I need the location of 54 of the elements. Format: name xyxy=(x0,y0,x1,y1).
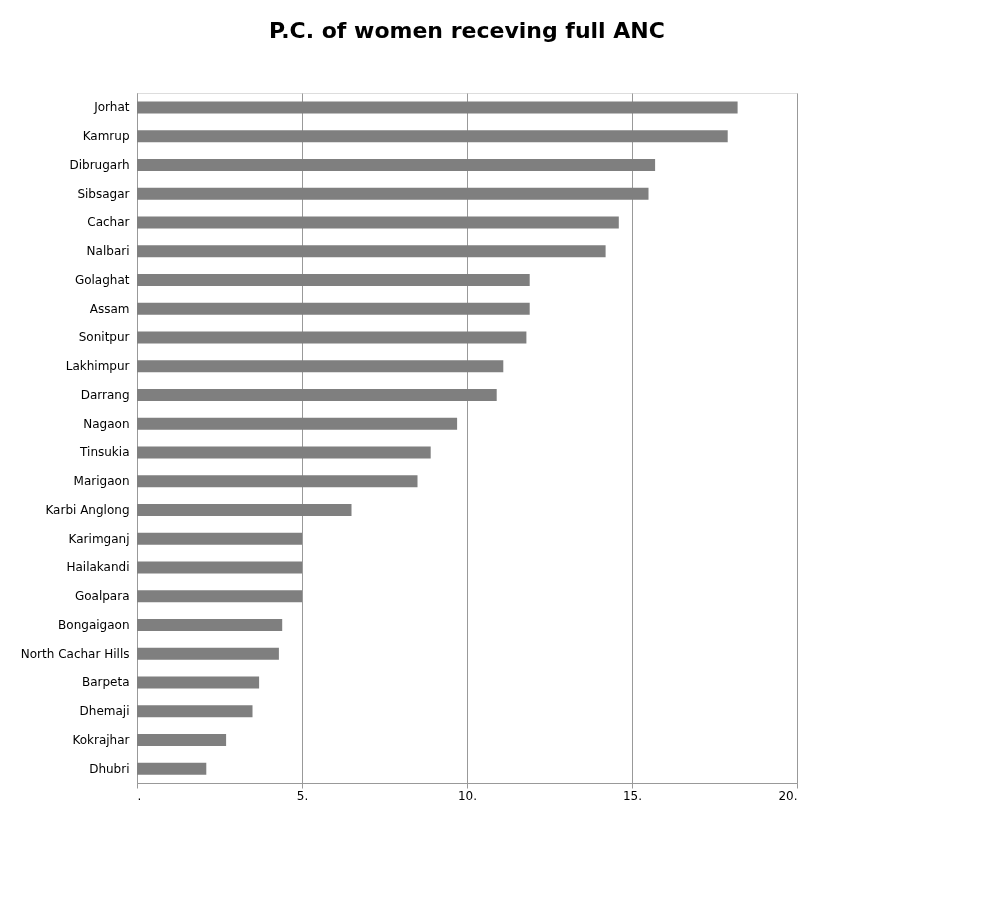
y-tick-label: Barpeta xyxy=(81,675,130,690)
y-tick-label: North Cachar Hills xyxy=(20,646,130,661)
bar xyxy=(137,446,431,459)
bar xyxy=(137,590,302,603)
bar xyxy=(137,503,352,516)
bar xyxy=(137,561,302,574)
y-tick-label: Goalpara xyxy=(74,589,130,604)
bar xyxy=(137,187,649,200)
bar xyxy=(137,245,606,258)
y-tick-label: Lakhimpur xyxy=(65,359,130,374)
bar xyxy=(137,733,227,746)
bar xyxy=(137,532,302,545)
y-tick-label: Karbi Anglong xyxy=(45,502,130,517)
bar xyxy=(137,130,728,143)
bar xyxy=(137,273,530,286)
bar xyxy=(137,475,418,488)
y-tick-label: Kokrajhar xyxy=(72,732,130,747)
bar xyxy=(137,360,504,373)
bar xyxy=(137,216,619,229)
y-tick-label: Dhemaji xyxy=(79,704,130,719)
bar xyxy=(137,158,656,171)
y-tick-label: Dhubri xyxy=(89,761,130,776)
x-tick-label: 20. xyxy=(778,788,798,803)
chart-title: P.C. of women receving full ANC xyxy=(269,18,665,43)
y-tick-label: Cachar xyxy=(87,215,130,230)
x-tick-label: 15. xyxy=(622,788,643,803)
y-tick-label: Marigaon xyxy=(73,474,130,489)
y-tick-label: Karimganj xyxy=(68,531,130,546)
y-tick-label: Kamrup xyxy=(82,129,130,144)
y-tick-label: Sonitpur xyxy=(78,330,130,345)
x-tick-label: 10. xyxy=(457,788,478,803)
y-tick-label: Dibrugarh xyxy=(69,157,130,172)
bar xyxy=(137,101,738,114)
y-tick-label: Jorhat xyxy=(93,100,130,115)
bar xyxy=(137,417,458,430)
x-tick-label: . xyxy=(137,788,142,803)
y-tick-label: Nalbari xyxy=(86,244,130,259)
y-tick-label: Tinsukia xyxy=(79,445,130,460)
bar xyxy=(137,705,253,718)
y-tick-label: Nagaon xyxy=(83,416,130,431)
bar xyxy=(137,331,527,344)
y-tick-label: Assam xyxy=(89,301,130,316)
y-tick-label: Hailakandi xyxy=(66,560,130,575)
y-tick-label: Darrang xyxy=(80,387,130,402)
y-tick-label: Sibsagar xyxy=(77,186,130,201)
bar xyxy=(137,388,497,401)
y-tick-label: Bongaigaon xyxy=(58,617,130,632)
bar xyxy=(137,618,283,631)
bar xyxy=(137,676,260,689)
bar xyxy=(137,762,207,775)
y-tick-label: Golaghat xyxy=(74,272,130,287)
bar xyxy=(137,647,279,660)
bar xyxy=(137,302,530,315)
x-tick-label: 5. xyxy=(296,788,309,803)
